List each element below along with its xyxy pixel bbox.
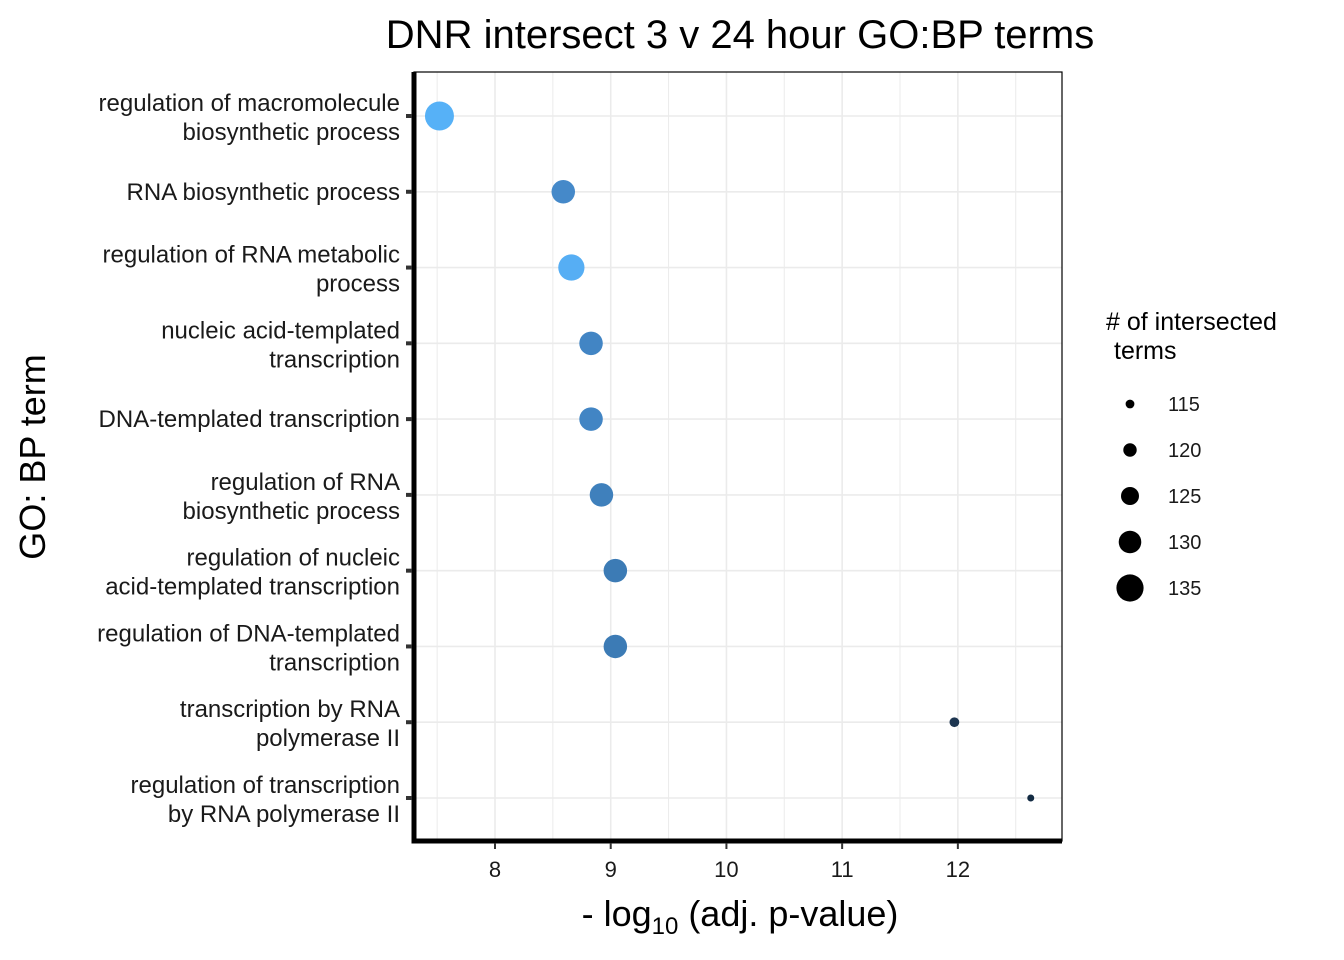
y-tick-label-line: regulation of RNA — [211, 469, 400, 496]
x-tick-label: 12 — [946, 857, 970, 882]
y-tick-label-line: polymerase II — [256, 725, 400, 752]
data-point — [603, 634, 628, 659]
y-tick-label-line: regulation of nucleic — [187, 545, 400, 572]
legend-items: 115 120 125 130 135 — [1116, 394, 1201, 602]
legend-key — [1118, 530, 1142, 554]
points-layer — [424, 101, 1035, 802]
data-point — [579, 407, 603, 431]
y-tick-label-line: by RNA polymerase II — [168, 801, 400, 828]
legend-key — [1121, 487, 1139, 505]
data-point — [589, 483, 614, 507]
chart-title: DNR intersect 3 v 24 hour GO:BP terms — [386, 13, 1094, 57]
x-axis-label-subscript: 10 — [652, 913, 679, 940]
y-tick-label: regulation of transcription by RNA polyme… — [131, 772, 400, 828]
legend-title: # of intersected terms — [1106, 308, 1277, 365]
legend-key — [1123, 443, 1137, 457]
grid — [414, 72, 1062, 841]
y-tick-labels: regulation of macromolecule biosynthetic … — [97, 90, 412, 828]
y-tick-label-line: nucleic acid-templated — [161, 317, 400, 344]
legend-key — [1125, 399, 1135, 409]
size-legend: # of intersected terms 115 120 125 130 135 — [1106, 308, 1277, 602]
data-point — [603, 558, 628, 583]
legend-label: 125 — [1168, 486, 1201, 508]
x-tick-label: 8 — [489, 857, 501, 882]
y-tick-label-line: process — [316, 271, 400, 298]
legend-label: 115 — [1168, 394, 1200, 416]
x-axis-label: - log10 (adj. p-value) — [582, 893, 899, 940]
legend-key — [1116, 574, 1144, 602]
panel-border — [413, 71, 1063, 842]
y-tick-label: nucleic acid-templated transcription — [161, 317, 400, 373]
x-axis-label-prefix: - log — [582, 893, 652, 934]
x-tick-label: 11 — [831, 857, 854, 882]
y-tick-label-line: regulation of transcription — [131, 772, 400, 799]
y-tick-label-line: transcription — [269, 649, 400, 676]
y-tick-label: regulation of nucleic acid-templated tran… — [105, 545, 400, 601]
data-point — [558, 254, 585, 281]
x-tick-label: 9 — [605, 857, 617, 882]
legend-title-line-2: terms — [1114, 337, 1177, 365]
y-axis-label: GO: BP term — [12, 354, 53, 559]
y-tick-label-line: transcription by RNA — [180, 696, 400, 723]
x-tick-label: 10 — [714, 857, 738, 882]
legend-title-line-1: # of intersected — [1106, 308, 1277, 336]
y-tick-label: regulation of macromolecule biosynthetic … — [99, 90, 401, 146]
legend-label: 130 — [1168, 532, 1201, 554]
data-point — [949, 717, 960, 728]
y-tick-label-line: biosynthetic process — [183, 498, 400, 525]
y-tick-label-line: acid-templated transcription — [105, 574, 400, 601]
legend-label: 120 — [1168, 440, 1201, 462]
legend-label: 135 — [1168, 578, 1201, 600]
y-tick-label: regulation of RNA biosynthetic process — [183, 469, 400, 525]
data-point — [424, 101, 454, 131]
y-tick-label-line: regulation of macromolecule — [99, 90, 401, 117]
y-tick-label-line: transcription — [269, 346, 400, 373]
y-tick-label: regulation of RNA metabolic process — [103, 242, 401, 298]
plot-panel — [411, 71, 1063, 844]
y-tick-label-line: biosynthetic process — [183, 119, 400, 146]
x-ticks: 8 9 10 11 12 — [489, 843, 970, 882]
x-axis-label-suffix: (adj. p-value) — [678, 893, 898, 934]
y-tick-label: regulation of DNA-templated transcription — [97, 620, 400, 676]
y-tick-label: transcription by RNA polymerase II — [180, 696, 400, 752]
data-point — [579, 331, 603, 356]
y-tick-label-line: regulation of RNA metabolic — [103, 242, 401, 269]
y-tick-label: RNA biosynthetic process — [127, 179, 400, 206]
y-tick-label: DNA-templated transcription — [99, 406, 400, 433]
y-tick-label-line: regulation of DNA-templated — [97, 620, 400, 647]
data-point — [1027, 794, 1035, 802]
data-point — [551, 180, 576, 204]
